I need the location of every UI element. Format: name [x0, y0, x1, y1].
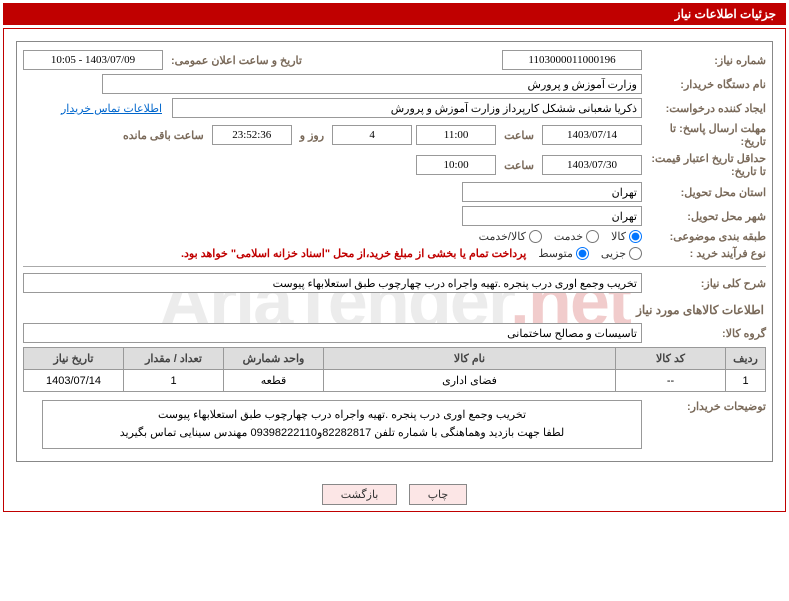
validity-time-field[interactable] [416, 155, 496, 175]
buyer-org-field[interactable] [102, 74, 642, 94]
form-panel: شماره نیاز: تاریخ و ساعت اعلان عمومی: نا… [16, 41, 773, 462]
buyer-notes-box: تخریب وجمع اوری درب پنجره .تهیه واجراه د… [42, 400, 642, 449]
col-unit: واحد شمارش [224, 348, 324, 370]
buyer-org-label: نام دستگاه خریدار: [646, 78, 766, 91]
city-label: شهر محل تحویل: [646, 210, 766, 223]
cell-name: فضای اداری [324, 370, 616, 392]
buyer-notes-line2: لطفا جهت بازدید وهماهنگی با شماره تلفن 8… [49, 425, 635, 443]
deadline-date-field[interactable] [542, 125, 642, 145]
deadline-time-field[interactable] [416, 125, 496, 145]
requester-field[interactable] [172, 98, 642, 118]
need-no-label: شماره نیاز: [646, 54, 766, 67]
category-radios: کالا خدمت کالا/خدمت [479, 230, 642, 243]
province-field[interactable] [462, 182, 642, 202]
cell-row: 1 [726, 370, 766, 392]
form-outer: شماره نیاز: تاریخ و ساعت اعلان عمومی: نا… [3, 28, 786, 512]
buyer-notes-line1: تخریب وجمع اوری درب پنجره .تهیه واجراه د… [49, 407, 635, 425]
cell-unit: قطعه [224, 370, 324, 392]
button-bar: چاپ بازگشت [4, 474, 785, 511]
table-header-row: ردیف کد کالا نام کالا واحد شمارش تعداد /… [24, 348, 766, 370]
validity-label: حداقل تاریخ اعتبار قیمت: تا تاریخ: [646, 152, 766, 178]
announce-field[interactable] [23, 50, 163, 70]
col-qty: تعداد / مقدار [124, 348, 224, 370]
deadline-time-label: ساعت [500, 129, 538, 142]
announce-label: تاریخ و ساعت اعلان عمومی: [167, 54, 306, 67]
goods-group-field[interactable] [23, 323, 642, 343]
col-row: ردیف [726, 348, 766, 370]
cell-date: 1403/07/14 [24, 370, 124, 392]
cell-qty: 1 [124, 370, 224, 392]
deadline-send-label: مهلت ارسال پاسخ: تا تاریخ: [646, 122, 766, 148]
col-date: تاریخ نیاز [24, 348, 124, 370]
province-label: استان محل تحویل: [646, 186, 766, 199]
proc-small[interactable]: جزیی [601, 247, 642, 260]
separator [23, 266, 766, 267]
contact-link[interactable]: اطلاعات تماس خریدار [61, 102, 168, 115]
category-label: طبقه بندی موضوعی: [646, 230, 766, 243]
cat-both[interactable]: کالا/خدمت [479, 230, 542, 243]
days-remaining-field[interactable] [332, 125, 412, 145]
process-radios: جزیی متوسط [538, 247, 642, 260]
buyer-notes-label: توضیحات خریدار: [646, 400, 766, 413]
process-label: نوع فرآیند خرید : [646, 247, 766, 260]
col-code: کد کالا [616, 348, 726, 370]
col-name: نام کالا [324, 348, 616, 370]
validity-date-field[interactable] [542, 155, 642, 175]
print-button[interactable]: چاپ [409, 484, 468, 505]
validity-time-label: ساعت [500, 159, 538, 172]
table-row: 1 -- فضای اداری قطعه 1 1403/07/14 [24, 370, 766, 392]
requester-label: ایجاد کننده درخواست: [646, 102, 766, 115]
goods-table: ردیف کد کالا نام کالا واحد شمارش تعداد /… [23, 347, 766, 392]
goods-group-label: گروه کالا: [646, 327, 766, 340]
proc-medium[interactable]: متوسط [538, 247, 589, 260]
city-field[interactable] [462, 206, 642, 226]
overview-field[interactable] [23, 273, 642, 293]
overview-label: شرح کلی نیاز: [646, 277, 766, 290]
remaining-label: ساعت باقی مانده [119, 129, 208, 142]
countdown-field[interactable] [212, 125, 292, 145]
days-label: روز و [296, 129, 328, 142]
page-title: جزئیات اطلاعات نیاز [3, 3, 786, 25]
cat-goods[interactable]: کالا [611, 230, 642, 243]
need-no-field[interactable] [502, 50, 642, 70]
goods-section-title: اطلاعات کالاهای مورد نیاز [23, 297, 766, 323]
cell-code: -- [616, 370, 726, 392]
cat-service[interactable]: خدمت [554, 230, 599, 243]
payment-note: پرداخت تمام یا بخشی از مبلغ خرید،از محل … [181, 247, 534, 260]
back-button[interactable]: بازگشت [322, 484, 398, 505]
